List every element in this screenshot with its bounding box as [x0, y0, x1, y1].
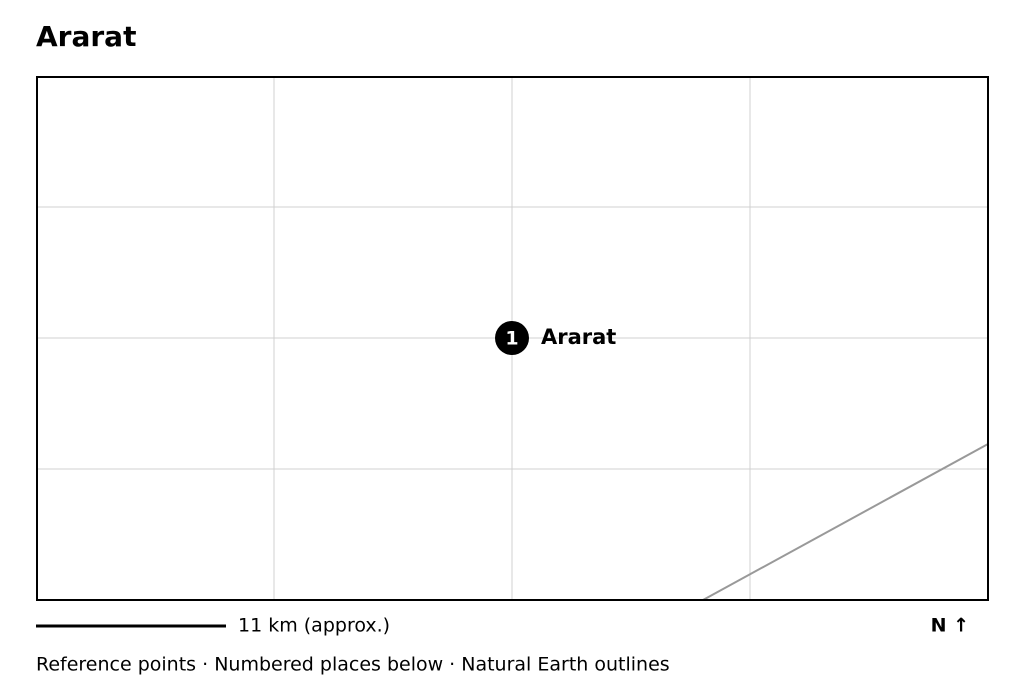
footer-note: Reference points · Numbered places below…	[36, 654, 670, 676]
place-label: Ararat	[541, 325, 616, 349]
map-frame: 1 Ararat	[36, 76, 989, 601]
north-arrow: N ↑	[931, 615, 969, 637]
marker-number: 1	[505, 328, 518, 350]
map-border	[36, 76, 989, 601]
place-marker: 1 Ararat	[495, 321, 616, 355]
map-title: Ararat	[36, 20, 136, 53]
marker-circle	[495, 321, 529, 355]
border-outline	[702, 443, 989, 601]
scale-label: 11 km (approx.)	[238, 615, 390, 637]
